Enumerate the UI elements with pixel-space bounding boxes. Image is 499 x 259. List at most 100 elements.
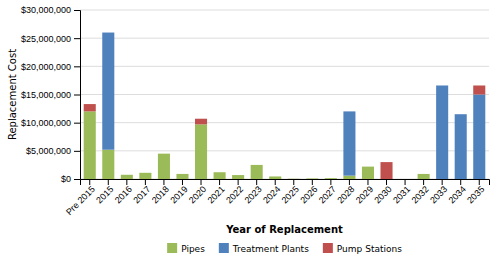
bar — [139, 172, 151, 173]
bar — [121, 175, 133, 179]
y-axis: $0 $5,000,000 $10,000,000 $15,000,000 $20,00… — [21, 5, 81, 184]
plot: $0 $5,000,000 $10,000,000 $15,000,000 $20,00… — [21, 5, 490, 217]
tick: Pre 2015 — [64, 179, 97, 217]
tick-label: 2020 — [187, 184, 208, 205]
tick: 2033 — [428, 179, 449, 205]
x-axis: Pre 201520152016201720182019202020212022… — [64, 179, 490, 217]
tick-label: 2015 — [94, 184, 115, 205]
bar — [121, 174, 133, 175]
bar — [176, 173, 188, 174]
bar — [362, 166, 374, 167]
bar — [176, 174, 188, 179]
tick-label: 2030 — [372, 184, 393, 205]
tick-mark — [74, 10, 80, 11]
bar — [418, 173, 430, 174]
bar — [269, 176, 281, 177]
tick: $15,000,000 — [21, 90, 80, 100]
tick: 2020 — [187, 179, 208, 205]
bar — [399, 179, 411, 180]
tick: 2025 — [280, 179, 301, 205]
grid-line — [80, 150, 489, 151]
tick-label: 2029 — [354, 184, 375, 205]
tick-label: 2017 — [131, 184, 152, 205]
chart: $0 $5,000,000 $10,000,000 $15,000,000 $20,00… — [0, 0, 499, 259]
bar — [362, 166, 374, 167]
bar — [102, 32, 114, 33]
tick: 2022 — [224, 179, 245, 205]
bar — [473, 95, 485, 180]
bar — [343, 176, 355, 179]
bar — [269, 176, 281, 179]
series — [102, 33, 485, 179]
bar — [232, 175, 244, 179]
tick: $10,000,000 — [21, 118, 80, 128]
bar — [399, 179, 411, 180]
tick-label: 2033 — [428, 184, 449, 205]
bar — [473, 85, 485, 94]
grid-line — [80, 38, 489, 39]
tick: 2021 — [205, 179, 226, 205]
bar — [288, 178, 300, 179]
bar — [455, 114, 467, 115]
legend-item: Pipes — [167, 243, 205, 254]
bar — [418, 173, 430, 174]
legend-label: Pipes — [181, 244, 205, 254]
bar — [380, 162, 392, 179]
bar — [436, 85, 448, 86]
series — [84, 111, 430, 179]
bar — [399, 179, 411, 180]
tick-label: $25,000,000 — [21, 34, 71, 44]
bar — [102, 33, 114, 150]
bar — [362, 167, 374, 179]
tick: 2023 — [243, 179, 264, 205]
legend-item: Pump Stations — [323, 243, 402, 254]
bar — [418, 174, 430, 179]
tick-label: 2019 — [168, 184, 189, 205]
tick: 2028 — [335, 179, 356, 205]
bar — [214, 172, 226, 173]
bar — [102, 150, 114, 179]
tick: 2027 — [317, 179, 338, 205]
bar — [232, 175, 244, 176]
bar — [121, 174, 133, 175]
bar — [325, 178, 337, 179]
axis-line — [74, 11, 81, 180]
tick: 2029 — [354, 179, 375, 205]
legend: Pipes Treatment Plants Pump Stations — [167, 243, 402, 254]
tick: $0 — [61, 174, 80, 184]
bar — [343, 111, 355, 175]
tick-label: $0 — [61, 174, 71, 184]
bar — [214, 172, 226, 179]
tick: 2026 — [298, 179, 319, 205]
x-axis-title: Year of Replacement — [225, 224, 343, 235]
tick-label: 2016 — [113, 184, 134, 205]
tick-label: $5,000,000 — [26, 146, 71, 156]
grid-line — [80, 94, 489, 95]
tick: 2030 — [372, 179, 393, 205]
tick-mark — [74, 123, 80, 124]
bar — [343, 111, 355, 112]
y-axis-title: Replacement Cost — [7, 49, 18, 140]
series — [84, 85, 486, 179]
tick-mark — [74, 95, 80, 96]
tick-label: 2024 — [261, 184, 282, 205]
bar — [455, 114, 467, 179]
bar — [214, 172, 226, 173]
tick-mark — [74, 38, 80, 39]
tick: $30,000,000 — [21, 5, 80, 15]
legend-label: Treatment Plants — [232, 244, 309, 254]
bar — [158, 154, 170, 179]
bar — [158, 153, 170, 154]
tick: 2035 — [465, 179, 486, 205]
bar — [84, 111, 96, 179]
tick-label: 2025 — [280, 184, 301, 205]
bar — [306, 178, 318, 179]
tick: $5,000,000 — [26, 146, 80, 156]
tick: $20,000,000 — [21, 62, 80, 72]
bar — [84, 104, 96, 111]
tick: 2017 — [131, 179, 152, 205]
legend-swatch — [167, 243, 177, 253]
tick: $25,000,000 — [21, 34, 80, 44]
tick-label: 2023 — [243, 184, 264, 205]
grid-line — [80, 66, 489, 67]
